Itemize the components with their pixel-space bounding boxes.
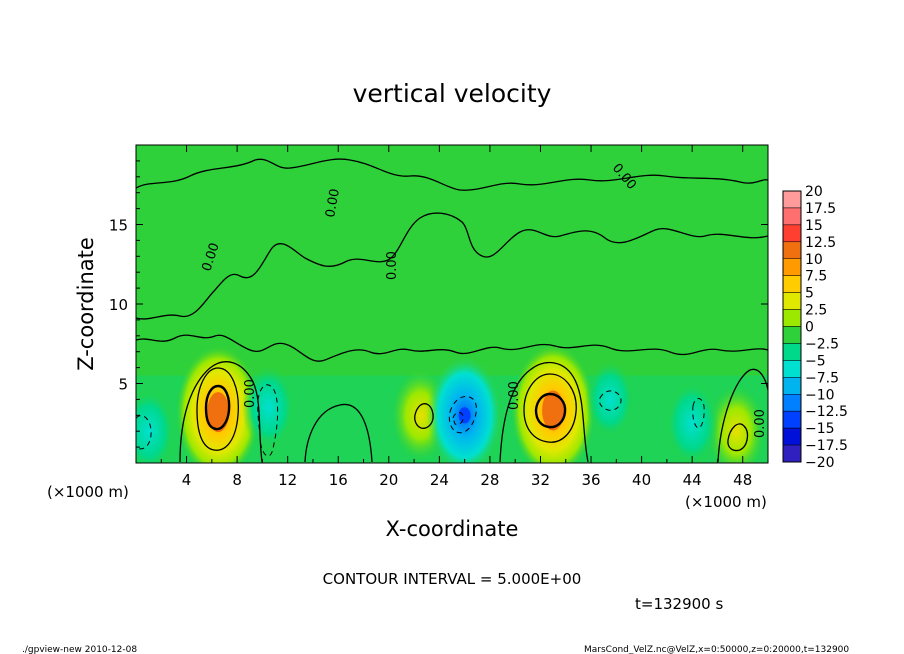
colorbar-swatch (782, 394, 802, 412)
footer-right: MarsCond_VelZ.nc@VelZ,x=0:50000,z=0:2000… (584, 645, 849, 654)
colorbar-label: −17.5 (805, 438, 848, 454)
colorbar: 2017.51512.5107.552.50−2.5−5−7.5−10−12.5… (782, 184, 848, 471)
updraft-core-0 (207, 392, 230, 433)
contour-line-downdraft-right (599, 390, 622, 411)
downdraft-core-0 (458, 407, 471, 424)
downdraft-cell-8 (665, 380, 720, 463)
colorbar-swatch (782, 309, 802, 327)
colorbar-label: 12.5 (805, 235, 836, 251)
chart-title: vertical velocity (353, 79, 552, 108)
downdraft-cell-6 (136, 388, 176, 463)
x-tick-label: 44 (683, 471, 702, 489)
colorbar-label: −15 (805, 421, 835, 437)
x-tick-label: 32 (531, 471, 550, 489)
colorbar-swatch (782, 207, 802, 226)
colorbar-label: 7.5 (805, 269, 827, 285)
contour-label: 0.00 (323, 188, 343, 219)
contour-line-zero-right (499, 361, 589, 463)
contour-interval-text: CONTOUR INTERVAL = 5.000E+00 (323, 570, 582, 588)
contour-line-downdraft-left (257, 384, 279, 457)
contour-line-upper-boundary (136, 158, 768, 191)
colorbar-label: 0 (805, 320, 814, 336)
colorbar-swatch (782, 410, 802, 429)
contour-label: 0.00 (753, 409, 768, 438)
colorbar-swatch (782, 377, 802, 395)
contour-line-updraft-corner (727, 423, 749, 452)
x-axis: 4 8 12 16 20 24 28 32 36 40 44 48 (×1000 m) X-coord… (160, 145, 767, 541)
contour-line-weak-updraft (414, 403, 434, 429)
x-axis-label: X-coordinate (386, 517, 519, 541)
colorbar-label: −12.5 (805, 404, 848, 420)
colorbar-swatch (782, 427, 802, 446)
x-tick-label: 48 (733, 471, 752, 489)
contour-line-updraft-right-10 (534, 392, 567, 429)
contour-line-downdraft-mid (448, 396, 477, 434)
colorbar-label: −10 (805, 387, 835, 403)
y-tick-label: 10 (109, 296, 128, 314)
x-tick-label: 28 (480, 471, 499, 489)
colorbar-label: −2.5 (805, 336, 839, 352)
colorbar-swatch (782, 292, 802, 310)
colorbar-frame (782, 190, 802, 463)
colorbar-swatch (782, 360, 802, 378)
contour-lines-strong (204, 384, 567, 431)
contour-line-updraft-right-5 (523, 373, 577, 443)
colorbar-swatch (782, 275, 802, 293)
colorbar-label: 10 (805, 252, 823, 268)
footer-left: ./gpview-new 2010-12-08 (22, 645, 137, 654)
velocity-field (136, 343, 768, 463)
colorbar-label: 2.5 (805, 303, 827, 319)
y-axis-unit: (×1000 m) (47, 483, 129, 501)
colorbar-swatch (782, 190, 802, 209)
contour-line-zero-left (179, 361, 263, 463)
time-label: t=132900 s (635, 595, 723, 613)
colorbar-swatch (782, 241, 802, 259)
y-tick-label: 15 (109, 217, 128, 235)
x-tick-label: 20 (379, 471, 398, 489)
colorbar-swatch (782, 444, 802, 463)
colorbar-label: 5 (805, 286, 814, 302)
downdraft-cell-7 (585, 359, 635, 439)
contour-line-lower-boundary (136, 334, 768, 362)
colorbar-swatch (782, 258, 802, 276)
contour-line-updraft-left-5 (196, 367, 239, 451)
x-tick-label: 24 (430, 471, 449, 489)
colorbar-label: 15 (805, 218, 823, 234)
colorbar-swatch (782, 326, 802, 344)
updraft-core-1 (542, 390, 565, 431)
plot-area: 0.00 0.00 0.00 0.00 0.00 0.00 0.00 (135, 144, 769, 464)
updraft-cell-3 (707, 384, 766, 463)
colorbar-label: 20 (805, 184, 823, 200)
contour-line-zero-mid (304, 403, 373, 463)
y-tick-label: 5 (118, 376, 128, 394)
contour-label: 0.00 (385, 251, 400, 280)
colorbar-label: −20 (805, 455, 835, 471)
colorbar-label: 17.5 (805, 201, 836, 217)
x-axis-ticks: 4 8 12 16 20 24 28 32 36 40 44 48 (160, 145, 752, 489)
contour-label: 0.00 (243, 379, 258, 408)
x-tick-label: 8 (232, 471, 242, 489)
y-axis-label: Z-coordinate (74, 237, 98, 371)
colorbar-swatch (782, 343, 802, 361)
contour-line-downdraft-far-right (692, 398, 705, 429)
x-tick-label: 12 (278, 471, 297, 489)
x-axis-unit: (×1000 m) (685, 493, 767, 511)
y-axis: 5 10 15 (×1000 m) Z-coordinate (47, 160, 768, 501)
x-tick-label: 40 (632, 471, 651, 489)
contour-line-mid-boundary (136, 212, 768, 320)
contour-label: 0.00 (507, 381, 522, 410)
y-axis-ticks: 5 10 15 (109, 160, 768, 448)
contour-lines (136, 158, 768, 463)
contour-line-updraft-left-10 (204, 384, 231, 431)
contour-line-downdraft-edge (136, 415, 152, 450)
contour-lines-dashed (136, 384, 705, 457)
x-tick-label: 36 (581, 471, 600, 489)
contour-line-zero-far-right (717, 368, 768, 463)
colorbar-label: −5 (805, 353, 826, 369)
x-tick-label: 16 (329, 471, 348, 489)
colorbar-label: −7.5 (805, 370, 839, 386)
x-tick-label: 4 (182, 471, 192, 489)
colorbar-swatch (782, 224, 802, 243)
